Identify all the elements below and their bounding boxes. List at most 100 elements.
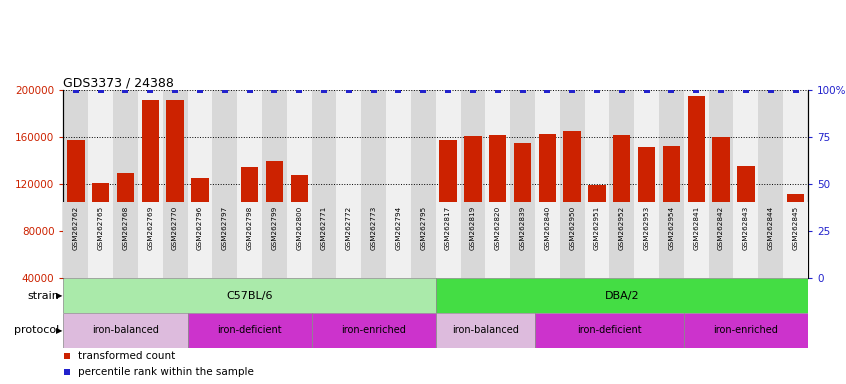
Bar <box>439 140 457 325</box>
Bar <box>684 202 709 278</box>
Text: GSM262768: GSM262768 <box>123 205 129 250</box>
Text: protocol: protocol <box>14 325 59 335</box>
Text: GSM262773: GSM262773 <box>371 205 376 250</box>
Bar <box>535 313 684 348</box>
Bar <box>436 202 460 278</box>
Bar <box>758 90 783 278</box>
Text: GSM262772: GSM262772 <box>346 205 352 250</box>
Text: GSM262841: GSM262841 <box>693 205 700 250</box>
Text: iron-deficient: iron-deficient <box>217 325 282 335</box>
Text: GSM262800: GSM262800 <box>296 205 302 250</box>
Bar <box>638 147 656 325</box>
Bar <box>514 143 531 325</box>
Text: GSM262797: GSM262797 <box>222 205 228 250</box>
Bar <box>684 90 709 278</box>
Text: ▶: ▶ <box>56 326 63 335</box>
Bar <box>290 175 308 325</box>
Text: GSM262817: GSM262817 <box>445 205 451 250</box>
Text: GSM262843: GSM262843 <box>743 205 749 250</box>
Bar <box>560 90 585 278</box>
Bar <box>311 313 436 348</box>
Bar <box>361 202 386 278</box>
Bar <box>212 202 237 278</box>
Text: GSM262953: GSM262953 <box>644 205 650 250</box>
Bar <box>609 202 634 278</box>
Text: GSM262794: GSM262794 <box>395 205 402 250</box>
Text: GSM262770: GSM262770 <box>172 205 179 250</box>
Bar <box>386 202 411 278</box>
Bar <box>585 202 609 278</box>
Bar <box>191 179 209 325</box>
Bar <box>510 202 535 278</box>
Bar <box>411 90 436 278</box>
Bar <box>63 90 88 278</box>
Bar <box>460 202 486 278</box>
Text: GSM262954: GSM262954 <box>668 205 674 250</box>
Text: GSM262951: GSM262951 <box>594 205 600 250</box>
Text: iron-balanced: iron-balanced <box>92 325 159 335</box>
Bar <box>684 313 808 348</box>
Text: transformed count: transformed count <box>79 351 176 361</box>
Bar <box>390 242 407 325</box>
Bar <box>337 202 361 278</box>
Bar <box>113 90 138 278</box>
Bar <box>733 90 758 278</box>
Bar <box>266 161 283 325</box>
Bar <box>783 202 808 278</box>
Bar <box>613 135 630 325</box>
Bar <box>237 202 262 278</box>
Bar <box>436 313 535 348</box>
Bar <box>340 241 358 325</box>
Bar <box>212 90 237 278</box>
Bar <box>688 96 705 325</box>
Text: GSM262819: GSM262819 <box>470 205 476 250</box>
Bar <box>188 202 212 278</box>
Text: GSM262798: GSM262798 <box>246 205 253 250</box>
Bar <box>709 90 733 278</box>
Bar <box>63 313 188 348</box>
Text: DBA/2: DBA/2 <box>605 291 639 301</box>
Text: GSM262842: GSM262842 <box>718 205 724 250</box>
Bar <box>510 90 535 278</box>
Bar <box>117 172 135 325</box>
Text: iron-deficient: iron-deficient <box>577 325 642 335</box>
Bar <box>162 90 188 278</box>
Text: GSM262820: GSM262820 <box>495 205 501 250</box>
Bar <box>287 90 311 278</box>
Bar <box>585 90 609 278</box>
Bar <box>188 90 212 278</box>
Bar <box>138 202 162 278</box>
Bar <box>535 202 560 278</box>
Bar <box>237 90 262 278</box>
Text: GSM262765: GSM262765 <box>97 205 104 250</box>
Bar <box>762 225 779 325</box>
Bar <box>262 90 287 278</box>
Bar <box>733 202 758 278</box>
Bar <box>486 202 510 278</box>
Bar <box>67 140 85 325</box>
Text: GSM262796: GSM262796 <box>197 205 203 250</box>
Bar <box>88 202 113 278</box>
Bar <box>662 146 680 325</box>
Bar <box>316 245 332 325</box>
Text: GDS3373 / 24388: GDS3373 / 24388 <box>63 76 174 89</box>
Bar <box>92 183 109 325</box>
Bar <box>436 90 460 278</box>
Bar <box>361 90 386 278</box>
Bar <box>63 278 436 313</box>
Bar <box>386 90 411 278</box>
Bar <box>783 90 808 278</box>
Bar <box>63 202 88 278</box>
Text: iron-balanced: iron-balanced <box>452 325 519 335</box>
Bar <box>411 202 436 278</box>
Text: GSM262839: GSM262839 <box>519 205 525 250</box>
Text: GSM262799: GSM262799 <box>272 205 277 250</box>
Bar <box>436 278 808 313</box>
Bar <box>162 202 188 278</box>
Bar <box>287 202 311 278</box>
Text: GSM262762: GSM262762 <box>73 205 79 250</box>
Bar <box>563 131 581 325</box>
Bar <box>167 99 184 325</box>
Bar <box>535 90 560 278</box>
Bar <box>709 202 733 278</box>
